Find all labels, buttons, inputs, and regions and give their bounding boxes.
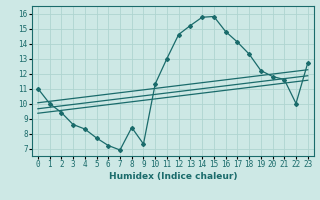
X-axis label: Humidex (Indice chaleur): Humidex (Indice chaleur) (108, 172, 237, 181)
